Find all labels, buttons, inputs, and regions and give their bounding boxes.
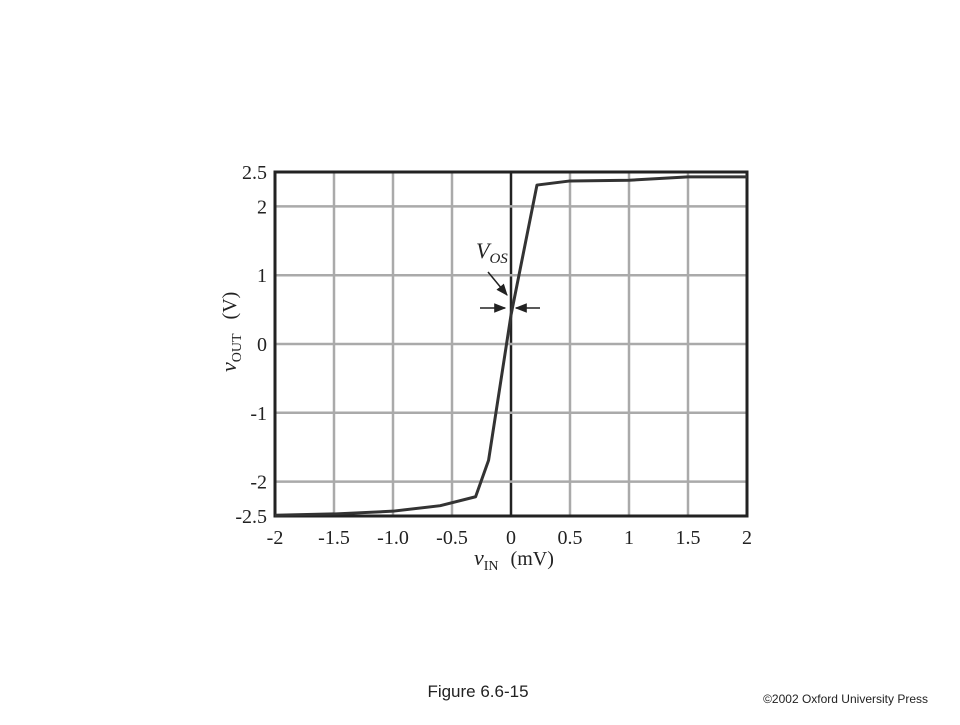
x-tick-label: -2 [267, 527, 284, 549]
y-tick-label: -2.5 [235, 506, 267, 528]
y-tick-label: -2 [250, 472, 267, 494]
x-tick-label: 2 [742, 527, 752, 549]
annotation-symbol: V [476, 238, 492, 263]
caption: Figure 6.6-15 [427, 682, 528, 701]
x-tick-label: -1.5 [318, 527, 350, 549]
y-tick-label: 1 [257, 265, 267, 287]
annotation: VOS [476, 238, 508, 267]
y-axis-label: vOUT (V) [216, 292, 245, 372]
x-tick-label: 1 [624, 527, 634, 549]
y-label-subscript: OUT [230, 333, 245, 362]
x-label-unit: (mV) [511, 548, 554, 570]
credit: ©2002 Oxford University Press [763, 692, 928, 706]
data-line [274, 175, 747, 517]
y-tick-label: 0 [257, 334, 267, 356]
x-label-symbol: v [474, 545, 484, 570]
annotation-subscript: OS [489, 251, 508, 267]
x-tick-label: 0.5 [558, 527, 583, 549]
x-tick-label: 0 [506, 527, 516, 549]
y-tick-label: 2 [257, 196, 267, 218]
y-tick-label: -1 [250, 403, 267, 425]
y-label-symbol: v [216, 362, 241, 372]
x-axis-label: vIN (mV) [474, 545, 554, 574]
x-tick-label: 1.5 [676, 527, 701, 549]
y-tick-label: 2.5 [242, 162, 267, 184]
x-tick-label: -1.0 [377, 527, 409, 549]
plot-frame [273, 170, 749, 518]
y-label-unit: (V) [219, 292, 241, 320]
annotation-arrow [487, 271, 508, 296]
x-tick-label: -0.5 [436, 527, 468, 549]
x-label-subscript: IN [484, 559, 499, 574]
